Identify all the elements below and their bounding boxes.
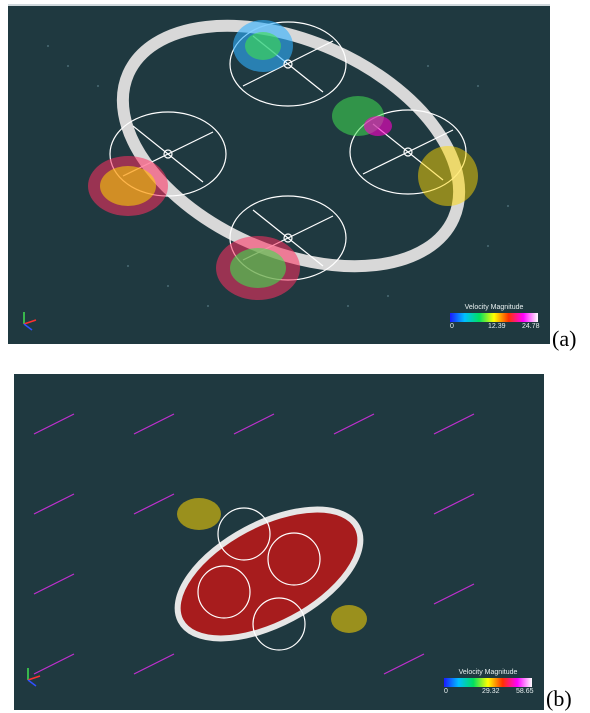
legend-a: Velocity Magnitude 0 12.39 24.78: [444, 304, 544, 332]
legend-max: 58.65: [516, 688, 534, 695]
legend-title: Velocity Magnitude: [464, 304, 524, 311]
legend-b: Velocity Magnitude 0 29.32 58.65: [438, 669, 538, 697]
legend-title: Velocity Magnitude: [458, 669, 518, 676]
legend-min: 0: [444, 688, 448, 695]
axis-triad-icon: [27, 668, 41, 687]
legend-colorbar: [444, 678, 532, 687]
legend-mid: 29.32: [482, 688, 500, 695]
axis-triad-icon: [23, 312, 37, 331]
quadrotor-flow-b: [27, 413, 475, 687]
legend-max: 24.78: [522, 323, 540, 330]
quadrotor-flow-a: [23, 19, 509, 331]
caption-b: (b): [546, 686, 572, 711]
velocity-vectors-colored: [88, 20, 478, 300]
rotor-disks: [109, 21, 467, 281]
legend-mid: 12.39: [488, 323, 506, 330]
legend-colorbar: [450, 313, 538, 322]
rotor-hubs: [163, 59, 413, 243]
ring-shroud: [174, 506, 364, 642]
panel-b-visualization: Velocity Magnitude 0 29.32 58.65: [14, 374, 544, 710]
rotor-disks: [197, 507, 321, 651]
legend-min: 0: [450, 323, 454, 330]
vector-field-arrows: [33, 413, 475, 675]
caption-a: (a): [552, 326, 577, 351]
ring-flow-sheet: [177, 509, 361, 639]
panel-a-visualization: Velocity Magnitude 0 12.39 24.78: [8, 4, 550, 344]
vector-field-dots: [47, 45, 509, 307]
